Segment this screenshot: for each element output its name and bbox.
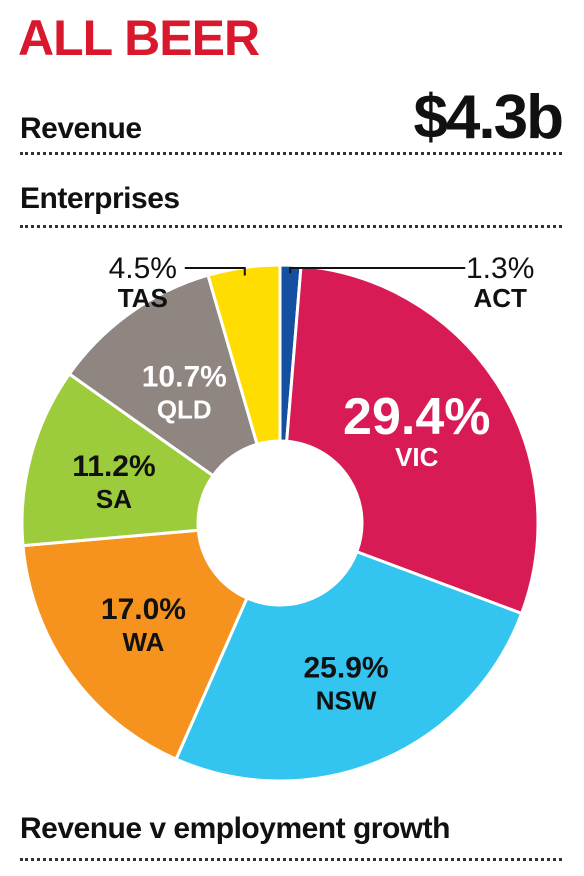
slice-label-sa: SA (96, 484, 132, 514)
slice-value-sa: 11.2% (72, 450, 155, 483)
callout-line-act (289, 267, 466, 274)
slice-label-nsw: NSW (316, 686, 377, 716)
slice-nsw (174, 549, 524, 783)
slice-vic (285, 264, 540, 616)
slice-label-wa: WA (123, 627, 165, 657)
footer-label: Revenue v employment growth (20, 812, 450, 845)
slice-value-qld: 10.7% (142, 361, 227, 394)
divider (20, 858, 562, 861)
slice-value-nsw: 25.9% (304, 652, 389, 685)
slice-qld (67, 273, 259, 478)
slice-label-tas: TAS (118, 283, 168, 313)
callout-line-tas (184, 267, 246, 276)
slice-label-vic: VIC (395, 442, 439, 472)
slice-wa (21, 528, 249, 762)
slice-tas (206, 263, 282, 447)
slice-label-qld: QLD (157, 395, 212, 425)
revenue-label: Revenue (20, 112, 142, 145)
divider (20, 225, 562, 228)
revenue-value: $4.3b (413, 83, 564, 152)
slice-value-tas: 4.5% (109, 252, 177, 285)
slice-value-vic: 29.4% (343, 388, 490, 446)
slice-sa (20, 371, 216, 548)
divider (20, 152, 562, 155)
slice-label-act: ACT (473, 283, 527, 313)
donut-chart: 29.4%VIC 25.9%NSW 17.0%WA 11.2%SA 10.7%QLD 1.… (20, 252, 540, 783)
slice-value-act: 1.3% (466, 252, 534, 285)
slice-value-wa: 17.0% (101, 593, 186, 626)
enterprises-label: Enterprises (20, 182, 180, 215)
page-title: ALL BEER (18, 10, 260, 66)
